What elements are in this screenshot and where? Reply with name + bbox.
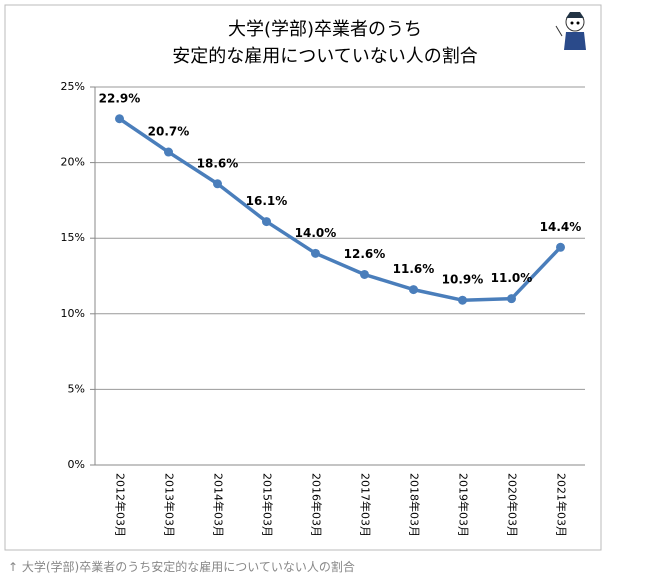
mascot-icon [555,12,586,50]
x-tick-label: 2015年03月 [261,473,275,537]
y-tick-label: 20% [61,156,85,169]
data-point [409,285,418,295]
value-label: 14.4% [540,220,582,234]
data-point [507,294,516,304]
y-tick-label: 15% [61,231,85,244]
chart-title: 安定的な雇用についていない人の割合 [172,46,477,67]
value-label: 18.6% [197,156,239,170]
data-line [118,117,562,302]
x-tick-label: 2018年03月 [408,473,422,537]
value-label: 11.6% [393,262,435,276]
y-tick-label: 5% [68,382,85,395]
data-point [360,269,369,279]
x-tick-label: 2020年03月 [506,473,520,537]
caption: ↑ 大学(学部)卒業者のうち安定的な雇用についていない人の割合 [8,560,355,574]
x-tick-label: 2021年03月 [555,473,569,537]
x-tick-label: 2016年03月 [310,473,324,537]
x-tick-label: 2013年03月 [163,473,177,537]
chart-title: 大学(学部)卒業者のうち [228,19,422,40]
data-point [311,248,320,258]
value-label: 16.1% [246,194,288,208]
x-tick-label: 2019年03月 [457,473,471,537]
y-tick-label: 0% [68,458,85,471]
data-point [164,147,173,157]
data-point [262,217,271,227]
chart: 大学(学部)卒業者のうち 安定的な雇用についていない人の割合 0% 5% 10% 15… [4,4,602,551]
y-tick-label: 25% [61,80,85,93]
x-tick-label: 2017年03月 [359,473,373,537]
x-tick-label: 2012年03月 [114,473,128,537]
chart-frame [4,4,602,551]
value-label: 14.0% [295,226,337,240]
value-label: 20.7% [148,125,190,139]
y-tick-label: 10% [61,307,85,320]
value-label: 10.9% [442,273,484,287]
value-label: 12.6% [344,247,386,261]
data-point [213,179,222,189]
data-point [115,114,124,124]
value-label: 11.0% [491,271,533,285]
data-point [556,242,565,252]
data-point [458,295,467,305]
x-tick-label: 2014年03月 [212,473,226,537]
value-label: 22.9% [99,91,141,105]
